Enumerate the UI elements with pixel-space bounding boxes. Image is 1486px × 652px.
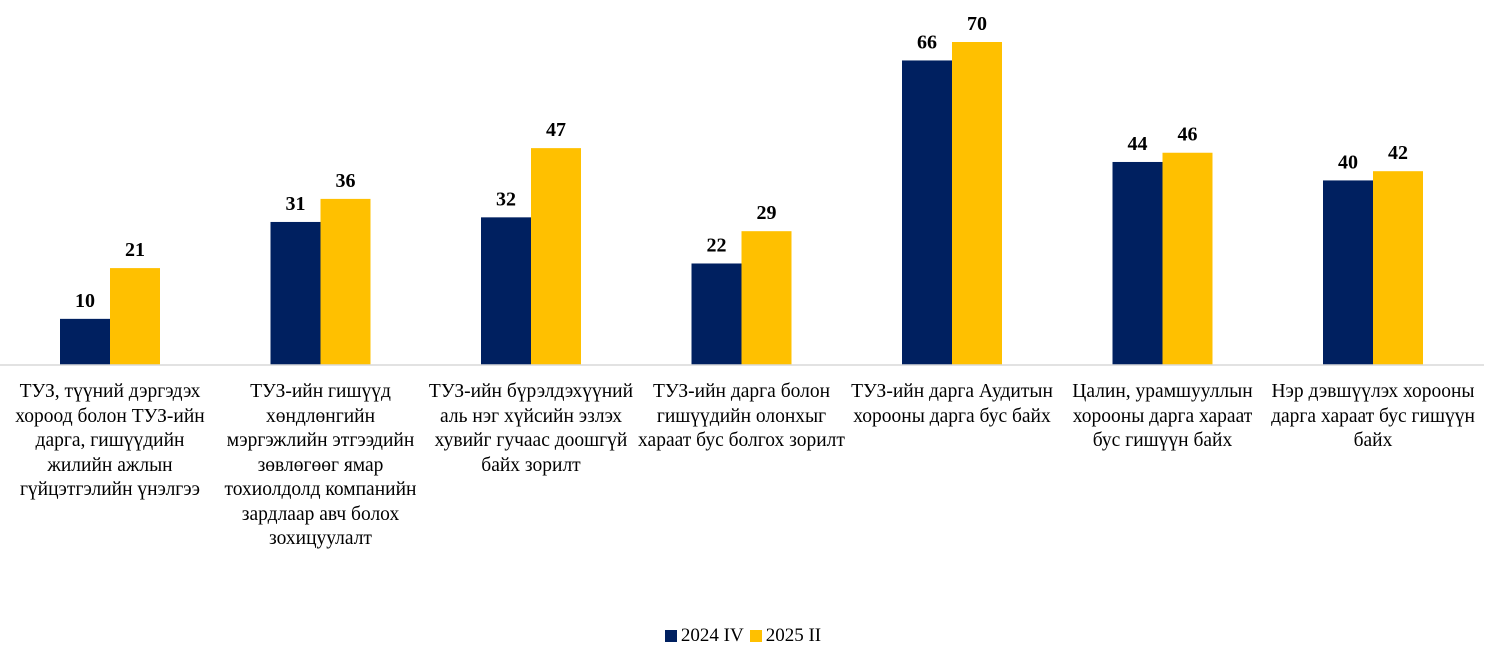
data-label-series-1-cat-7: 40 — [1338, 151, 1358, 173]
data-label-series-1-cat-5: 66 — [917, 31, 937, 53]
bar-series-1-cat-2 — [270, 221, 321, 365]
data-label-series-1-cat-1: 10 — [75, 290, 95, 312]
bar-series-2-cat-2 — [320, 198, 371, 365]
category-label-6: Цалин, урамшууллын хорооны дарга хараат … — [1072, 381, 1253, 451]
bar-series-2-cat-7 — [1373, 171, 1423, 365]
data-label-series-1-cat-6: 44 — [1128, 133, 1148, 155]
bar-series-1-cat-4 — [691, 263, 742, 365]
data-label-series-2-cat-7: 42 — [1388, 142, 1408, 164]
legend: 2024 IV 2025 II — [0, 625, 1486, 647]
category-label-5: ТУЗ-ийн дарга Аудитын хорооны дарга бус … — [851, 381, 1053, 427]
bar-series-1-cat-6 — [1112, 161, 1163, 365]
bar-series-2-cat-3 — [531, 148, 581, 365]
legend-swatch-series-1 — [664, 630, 677, 642]
legend-swatch-series-2 — [749, 630, 762, 642]
bar-series-2-cat-1 — [110, 268, 160, 365]
data-label-series-2-cat-3: 47 — [546, 119, 566, 141]
category-label-7: Нэр дэвшүүлэх хорооны дарга хараат бус г… — [1271, 381, 1475, 451]
bar-series-1-cat-1 — [60, 318, 110, 365]
data-label-series-2-cat-1: 21 — [125, 239, 145, 261]
legend-label-series-2: 2025 II — [765, 625, 822, 646]
bar-series-1-cat-5 — [902, 60, 952, 365]
data-labels-group: 10 21 31 36 32 47 22 29 66 70 44 46 40 42 — [75, 13, 1408, 312]
bar-series-2-cat-5 — [952, 42, 1002, 365]
data-label-series-1-cat-2: 31 — [286, 193, 306, 215]
data-label-series-1-cat-3: 32 — [496, 188, 516, 210]
data-label-series-2-cat-5: 70 — [967, 13, 987, 35]
bar-series-2-cat-6 — [1162, 152, 1213, 365]
legend-label-series-1: 2024 IV — [680, 625, 744, 646]
data-label-series-2-cat-2: 36 — [336, 170, 356, 192]
bars-group — [60, 42, 1423, 365]
legend-item-series-1: 2024 IV — [664, 625, 744, 647]
category-label-4: ТУЗ-ийн дарга болон гишүүдийн олонхыг ха… — [638, 381, 845, 451]
data-label-series-1-cat-4: 22 — [707, 234, 727, 256]
category-label-2: ТУЗ-ийн гишүүд хөндлөнгийн мэргэжлийн эт… — [224, 381, 417, 549]
legend-item-series-2: 2025 II — [749, 625, 822, 647]
bar-series-1-cat-7 — [1323, 180, 1373, 365]
bar-series-1-cat-3 — [481, 217, 531, 365]
category-label-1: ТУЗ, түүний дэргэдэх хороод болон ТУЗ-ий… — [15, 381, 205, 500]
data-label-series-2-cat-4: 29 — [757, 202, 777, 224]
category-label-3: ТУЗ-ийн бүрэлдэхүүний аль нэг хүйсийн эз… — [428, 381, 634, 476]
data-label-series-2-cat-6: 46 — [1178, 124, 1198, 146]
bar-series-2-cat-4 — [741, 231, 792, 365]
